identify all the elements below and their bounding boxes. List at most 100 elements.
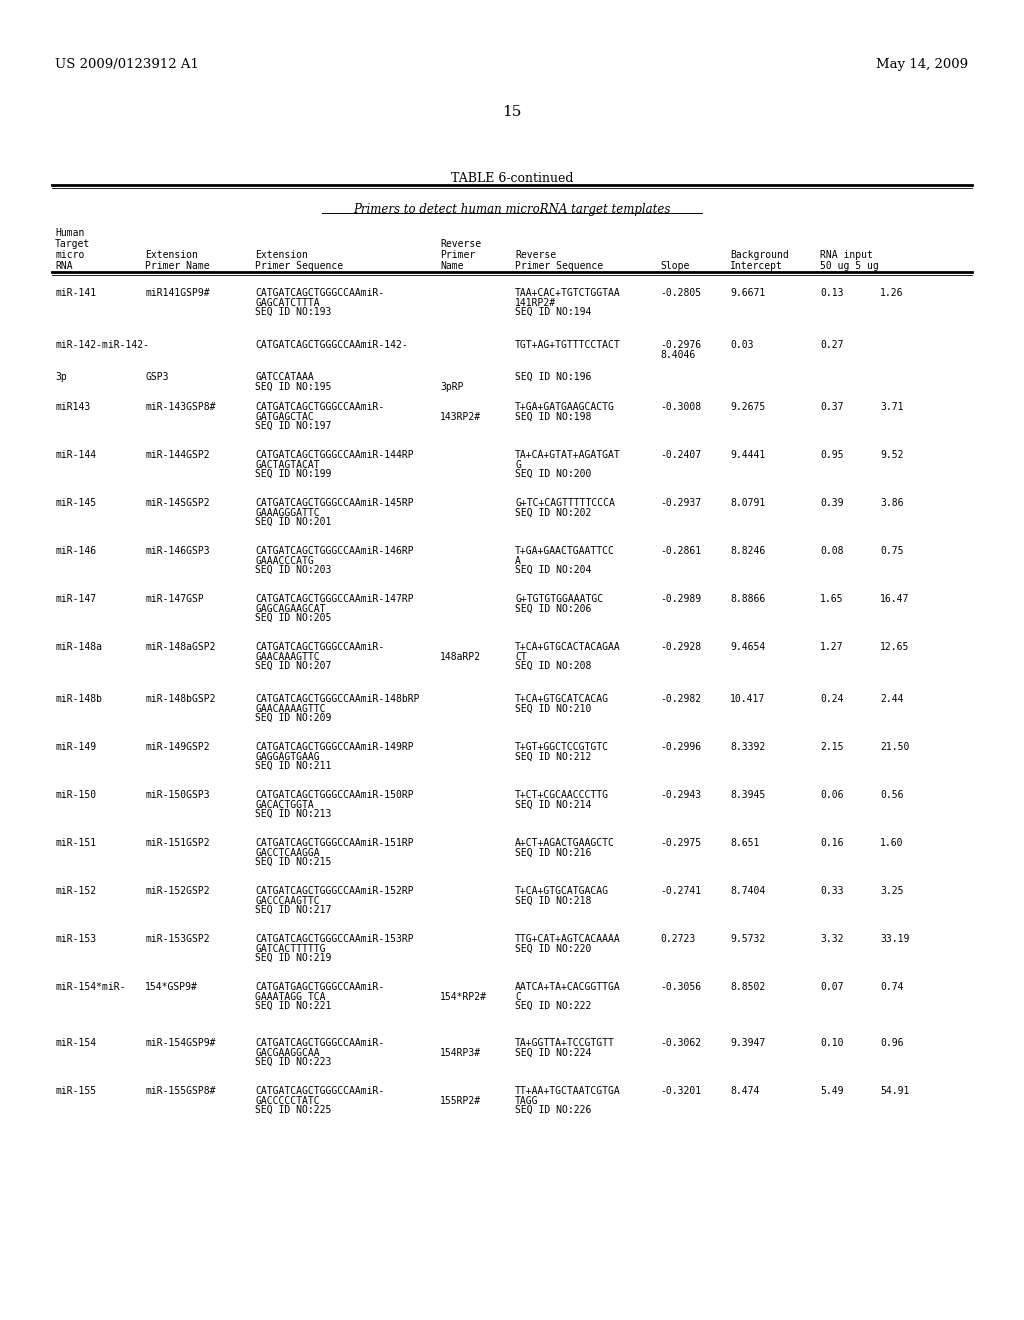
Text: CATGATCAGCTGGGCCAAmiR-: CATGATCAGCTGGGCCAAmiR- [255, 288, 384, 298]
Text: Target: Target [55, 239, 90, 249]
Text: miR-154GSP9#: miR-154GSP9# [145, 1038, 215, 1048]
Text: GACGAAGGCAA: GACGAAGGCAA [255, 1048, 319, 1057]
Text: miR-145: miR-145 [55, 498, 96, 508]
Text: RNA: RNA [55, 261, 73, 271]
Text: TTG+CAT+AGTCACAAAA: TTG+CAT+AGTCACAAAA [515, 935, 621, 944]
Text: TA+GGTTA+TCCGTGTT: TA+GGTTA+TCCGTGTT [515, 1038, 614, 1048]
Text: SEQ ID NO:212: SEQ ID NO:212 [515, 751, 592, 762]
Text: Slope: Slope [660, 261, 689, 271]
Text: 0.95: 0.95 [820, 450, 844, 459]
Text: 0.03: 0.03 [730, 341, 754, 350]
Text: 0.06: 0.06 [820, 789, 844, 800]
Text: 0.56: 0.56 [880, 789, 903, 800]
Text: -0.2976: -0.2976 [660, 341, 701, 350]
Text: SEQ ID NO:200: SEQ ID NO:200 [515, 469, 592, 479]
Text: 0.27: 0.27 [820, 341, 844, 350]
Text: 8.8246: 8.8246 [730, 546, 765, 556]
Text: GAAATAGG TCA: GAAATAGG TCA [255, 991, 326, 1002]
Text: 0.96: 0.96 [880, 1038, 903, 1048]
Text: -0.3008: -0.3008 [660, 403, 701, 412]
Text: miR-155GSP8#: miR-155GSP8# [145, 1086, 215, 1096]
Text: GAAAGGGATTC: GAAAGGGATTC [255, 507, 319, 517]
Text: TGT+AG+TGTTTCCTACT: TGT+AG+TGTTTCCTACT [515, 341, 621, 350]
Text: SEQ ID NO:223: SEQ ID NO:223 [255, 1057, 332, 1067]
Text: 9.2675: 9.2675 [730, 403, 765, 412]
Text: SEQ ID NO:202: SEQ ID NO:202 [515, 507, 592, 517]
Text: SEQ ID NO:225: SEQ ID NO:225 [255, 1105, 332, 1115]
Text: A: A [515, 556, 521, 565]
Text: SEQ ID NO:211: SEQ ID NO:211 [255, 762, 332, 771]
Text: miR-150: miR-150 [55, 789, 96, 800]
Text: SEQ ID NO:207: SEQ ID NO:207 [255, 661, 332, 671]
Text: TT+AA+TGCTAATCGTGA: TT+AA+TGCTAATCGTGA [515, 1086, 621, 1096]
Text: GAACAAAGTTC: GAACAAAGTTC [255, 652, 319, 661]
Text: 3pRP: 3pRP [440, 381, 464, 392]
Text: miR-154: miR-154 [55, 1038, 96, 1048]
Text: miR-154*miR-: miR-154*miR- [55, 982, 126, 993]
Text: miR-151: miR-151 [55, 838, 96, 847]
Text: -0.2928: -0.2928 [660, 642, 701, 652]
Text: SEQ ID NO:221: SEQ ID NO:221 [255, 1001, 332, 1011]
Text: 1.27: 1.27 [820, 642, 844, 652]
Text: SEQ ID NO:198: SEQ ID NO:198 [515, 412, 592, 421]
Text: SEQ ID NO:222: SEQ ID NO:222 [515, 1001, 592, 1011]
Text: GATCACTTTTTG: GATCACTTTTTG [255, 944, 326, 953]
Text: miR-143GSP8#: miR-143GSP8# [145, 403, 215, 412]
Text: -0.2741: -0.2741 [660, 886, 701, 896]
Text: Extension: Extension [145, 249, 198, 260]
Text: SEQ ID NO:226: SEQ ID NO:226 [515, 1105, 592, 1115]
Text: 21.50: 21.50 [880, 742, 909, 752]
Text: miR-147GSP: miR-147GSP [145, 594, 204, 605]
Text: SEQ ID NO:194: SEQ ID NO:194 [515, 308, 592, 317]
Text: G: G [515, 459, 521, 470]
Text: GAAACCCATG: GAAACCCATG [255, 556, 313, 565]
Text: T+GA+GATGAAGCACTG: T+GA+GATGAAGCACTG [515, 403, 614, 412]
Text: CATGATCAGCTGGGCCAAmiR-151RP: CATGATCAGCTGGGCCAAmiR-151RP [255, 838, 414, 847]
Text: miR-144: miR-144 [55, 450, 96, 459]
Text: 154RP3#: 154RP3# [440, 1048, 481, 1057]
Text: miR-153GSP2: miR-153GSP2 [145, 935, 210, 944]
Text: T+GA+GAACTGAATTCC: T+GA+GAACTGAATTCC [515, 546, 614, 556]
Text: -0.3056: -0.3056 [660, 982, 701, 993]
Text: CATGATCAGCTGGGCCAAmiR-148bRP: CATGATCAGCTGGGCCAAmiR-148bRP [255, 694, 420, 704]
Text: CATGATGAGCTGGGCCAAmiR-: CATGATGAGCTGGGCCAAmiR- [255, 982, 384, 993]
Text: miR-152: miR-152 [55, 886, 96, 896]
Text: -0.2805: -0.2805 [660, 288, 701, 298]
Text: miR-151GSP2: miR-151GSP2 [145, 838, 210, 847]
Text: TA+CA+GTAT+AGATGAT: TA+CA+GTAT+AGATGAT [515, 450, 621, 459]
Text: miR-149GSP2: miR-149GSP2 [145, 742, 210, 752]
Text: 9.4441: 9.4441 [730, 450, 765, 459]
Text: -0.3201: -0.3201 [660, 1086, 701, 1096]
Text: SEQ ID NO:201: SEQ ID NO:201 [255, 517, 332, 527]
Text: 141RP2#: 141RP2# [515, 297, 556, 308]
Text: CATGATCAGCTGGGCCAAmiR-: CATGATCAGCTGGGCCAAmiR- [255, 403, 384, 412]
Text: Name: Name [440, 261, 464, 271]
Text: SEQ ID NO:203: SEQ ID NO:203 [255, 565, 332, 576]
Text: GAGGAGTGAAG: GAGGAGTGAAG [255, 751, 319, 762]
Text: 154*RP2#: 154*RP2# [440, 991, 487, 1002]
Text: -0.2996: -0.2996 [660, 742, 701, 752]
Text: 15: 15 [503, 106, 521, 119]
Text: CATGATCAGCTGGGCCAAmiR-152RP: CATGATCAGCTGGGCCAAmiR-152RP [255, 886, 414, 896]
Text: 8.474: 8.474 [730, 1086, 760, 1096]
Text: CATGATCAGCTGGGCCAAmiR-149RP: CATGATCAGCTGGGCCAAmiR-149RP [255, 742, 414, 752]
Text: -0.2937: -0.2937 [660, 498, 701, 508]
Text: 154*GSP9#: 154*GSP9# [145, 982, 198, 993]
Text: TAA+CAC+TGTCTGGTAA: TAA+CAC+TGTCTGGTAA [515, 288, 621, 298]
Text: miR-148a: miR-148a [55, 642, 102, 652]
Text: 10.417: 10.417 [730, 694, 765, 704]
Text: Background: Background [730, 249, 788, 260]
Text: 8.3945: 8.3945 [730, 789, 765, 800]
Text: 3.71: 3.71 [880, 403, 903, 412]
Text: SEQ ID NO:214: SEQ ID NO:214 [515, 800, 592, 809]
Text: miR-152GSP2: miR-152GSP2 [145, 886, 210, 896]
Text: 8.4046: 8.4046 [660, 350, 695, 359]
Text: US 2009/0123912 A1: US 2009/0123912 A1 [55, 58, 199, 71]
Text: -0.2861: -0.2861 [660, 546, 701, 556]
Text: SEQ ID NO:193: SEQ ID NO:193 [255, 308, 332, 317]
Text: 33.19: 33.19 [880, 935, 909, 944]
Text: miR-146GSP3: miR-146GSP3 [145, 546, 210, 556]
Text: CATGATCAGCTGGGCCAAmiR-153RP: CATGATCAGCTGGGCCAAmiR-153RP [255, 935, 414, 944]
Text: AATCA+TA+CACGGTTGA: AATCA+TA+CACGGTTGA [515, 982, 621, 993]
Text: Intercept: Intercept [730, 261, 783, 271]
